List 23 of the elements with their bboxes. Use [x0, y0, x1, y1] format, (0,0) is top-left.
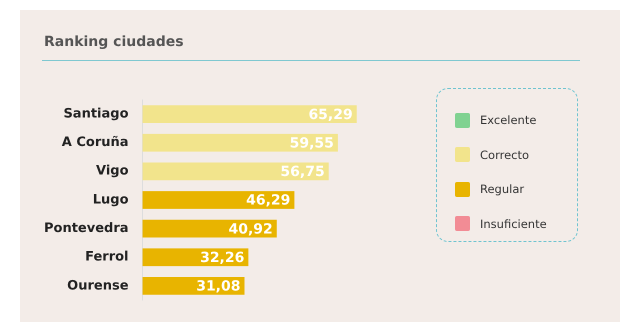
y-tick-label: Santiago: [63, 106, 129, 122]
legend-label: Insuficiente: [480, 216, 547, 231]
y-tick-label: A Coruña: [62, 135, 129, 150]
data-label: 31,08: [196, 278, 240, 295]
y-tick-label: Vigo: [96, 164, 129, 179]
data-label: 65,29: [308, 106, 353, 123]
y-tick-label: Lugo: [92, 192, 129, 208]
bar: [142, 105, 357, 123]
legend-label: Regular: [480, 182, 524, 196]
bar: [142, 162, 329, 180]
data-label: 46,29: [246, 192, 290, 209]
chart-title: Ranking ciudades: [44, 34, 184, 50]
data-label: 32,26: [200, 250, 244, 266]
data-label: 59,55: [290, 135, 334, 152]
y-tick-label: Ferrol: [85, 250, 129, 265]
y-tick-label: Ourense: [67, 278, 129, 294]
bar: [142, 134, 338, 152]
legend-label: Excelente: [480, 113, 536, 128]
data-label: 56,75: [280, 164, 325, 180]
legend-label: Correcto: [480, 148, 530, 162]
data-label: 40,92: [228, 221, 273, 238]
y-tick-label: Pontevedra: [44, 221, 129, 236]
bar: [142, 191, 294, 209]
